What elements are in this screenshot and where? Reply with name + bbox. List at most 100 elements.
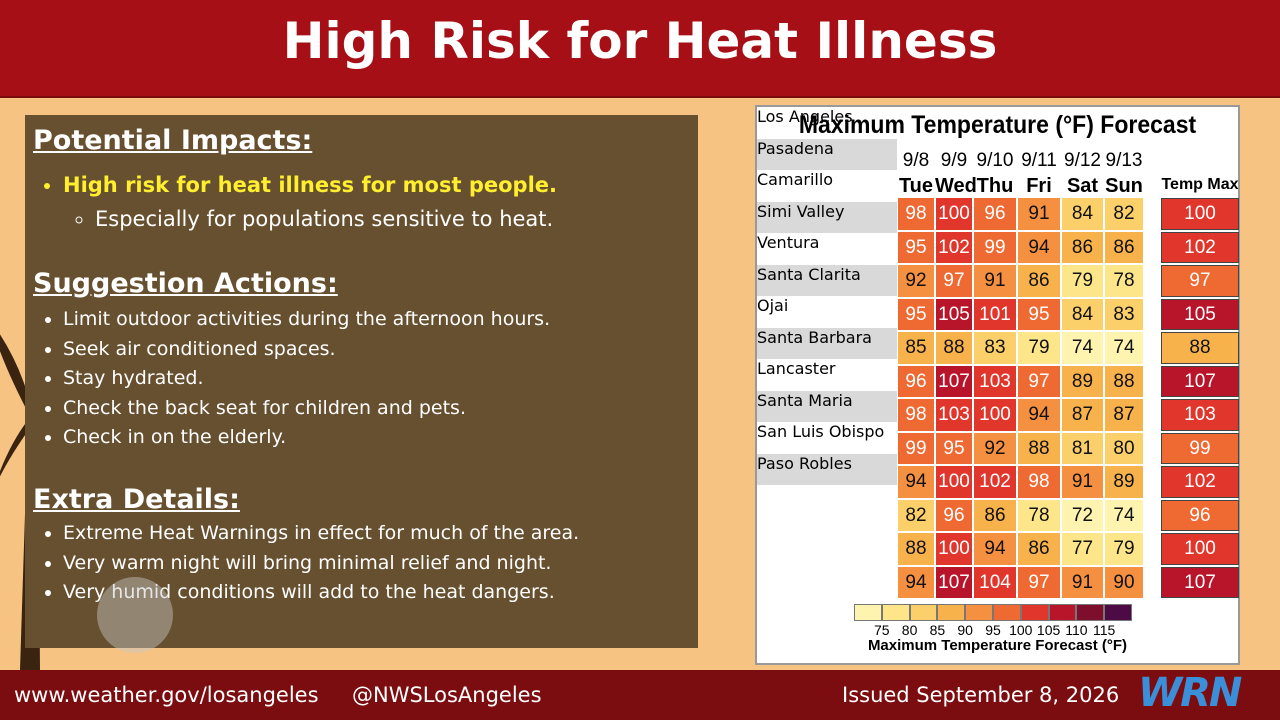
max-cell: 102 bbox=[1161, 231, 1239, 263]
date-header: 9/12 bbox=[1064, 150, 1101, 171]
city-name: Paso Robles bbox=[757, 453, 897, 485]
temp-cell: 104 bbox=[974, 566, 1016, 598]
legend-tick: 90 bbox=[957, 622, 973, 638]
temp-cell: 91 bbox=[1062, 466, 1103, 498]
max-cell: 100 bbox=[1161, 198, 1239, 230]
legend-swatch bbox=[881, 604, 910, 621]
temp-cell: 95 bbox=[898, 298, 934, 330]
temp-cell: 79 bbox=[1018, 332, 1060, 364]
temp-cell: 86 bbox=[974, 499, 1016, 531]
temp-cell: 98 bbox=[898, 399, 934, 431]
temp-cell: 88 bbox=[1018, 432, 1060, 464]
title: High Risk for Heat Illness bbox=[282, 12, 998, 70]
temp-cell: 77 bbox=[1062, 533, 1103, 565]
temp-cell: 100 bbox=[936, 466, 972, 498]
city-name: Ventura bbox=[757, 233, 897, 265]
bullet-item: Very warm night will bring minimal relie… bbox=[63, 549, 703, 579]
temp-cell: 91 bbox=[1062, 566, 1103, 598]
temp-cell: 101 bbox=[974, 298, 1016, 330]
legend-label: Maximum Temperature Forecast (°F) bbox=[867, 637, 1128, 654]
legend-tick: 85 bbox=[929, 622, 946, 638]
city-name: Santa Barbara bbox=[757, 327, 897, 359]
bullet-item: Stay hydrated. bbox=[63, 364, 703, 394]
temp-cell: 96 bbox=[936, 499, 972, 531]
temp-cell: 94 bbox=[898, 566, 934, 598]
temp-cell: 92 bbox=[974, 432, 1016, 464]
temp-cell: 91 bbox=[1018, 198, 1060, 230]
city-name: Camarillo bbox=[757, 170, 897, 202]
temp-cell: 95 bbox=[936, 432, 972, 464]
temp-cell: 103 bbox=[936, 399, 972, 431]
bullet-item: Extreme Heat Warnings in effect for much… bbox=[63, 519, 703, 549]
temp-cell: 80 bbox=[1105, 432, 1143, 464]
temp-cell: 103 bbox=[974, 365, 1016, 397]
temp-cell: 98 bbox=[1018, 466, 1060, 498]
temp-cell: 79 bbox=[1062, 265, 1103, 297]
header-bar bbox=[0, 0, 1280, 98]
temp-cell: 96 bbox=[974, 198, 1016, 230]
website: www.weather.gov/losangeles bbox=[14, 683, 319, 707]
temp-cell: 87 bbox=[1062, 399, 1103, 431]
temp-cell: 102 bbox=[936, 231, 972, 263]
temp-cell: 94 bbox=[974, 533, 1016, 565]
max-cell: 102 bbox=[1161, 466, 1239, 498]
temp-cell: 89 bbox=[1105, 466, 1143, 498]
legend-swatch bbox=[965, 604, 993, 621]
day-header: Sat bbox=[1066, 175, 1099, 197]
max-cell: 107 bbox=[1161, 566, 1239, 598]
impact-sub: Especially for populations sensitive to … bbox=[95, 202, 703, 236]
temp-cell: 107 bbox=[936, 365, 972, 397]
temp-cell: 88 bbox=[1105, 365, 1143, 397]
temp-cell: 84 bbox=[1062, 298, 1103, 330]
temp-cell: 72 bbox=[1062, 499, 1103, 531]
social-handle: @NWSLosAngeles bbox=[352, 683, 542, 707]
day-header: Thu bbox=[976, 175, 1014, 197]
temp-cell: 86 bbox=[1105, 231, 1143, 263]
max-cell: 97 bbox=[1161, 265, 1239, 297]
temp-cell: 86 bbox=[1018, 265, 1060, 297]
section-heading: Potential Impacts: bbox=[33, 125, 313, 156]
legend-swatch bbox=[993, 604, 1021, 621]
impact-main: High risk for heat illness for most peop… bbox=[63, 168, 703, 202]
max-cell: 96 bbox=[1161, 499, 1239, 531]
temp-cell: 74 bbox=[1105, 499, 1143, 531]
day-header: Wed bbox=[935, 175, 977, 197]
temp-cell: 84 bbox=[1062, 198, 1103, 230]
legend-tick: 105 bbox=[1036, 622, 1061, 638]
temp-cell: 92 bbox=[898, 265, 934, 297]
temp-cell: 81 bbox=[1062, 432, 1103, 464]
legend-swatch bbox=[909, 604, 938, 621]
temp-cell: 105 bbox=[936, 298, 972, 330]
date-header: 9/8 bbox=[902, 150, 930, 171]
temp-cell: 94 bbox=[1018, 231, 1060, 263]
city-name: Ojai bbox=[757, 296, 897, 328]
temp-cell: 83 bbox=[1105, 298, 1143, 330]
section-heading: Extra Details: bbox=[33, 484, 240, 515]
max-cell: 105 bbox=[1161, 298, 1239, 330]
date-header: 9/13 bbox=[1105, 150, 1143, 171]
temp-cell: 97 bbox=[1018, 365, 1060, 397]
footer: www.weather.gov/losangeles @NWSLosAngele… bbox=[0, 670, 1280, 720]
temp-cell: 91 bbox=[974, 265, 1016, 297]
impact-list: High risk for heat illness for most peop… bbox=[33, 168, 703, 236]
bullet-item: Check in on the elderly. bbox=[63, 423, 703, 453]
legend-swatch bbox=[1048, 604, 1077, 621]
temp-cell: 102 bbox=[974, 466, 1016, 498]
day-header: Sun bbox=[1105, 175, 1143, 197]
temp-cell: 90 bbox=[1105, 566, 1143, 598]
temp-cell: 99 bbox=[898, 432, 934, 464]
temp-cell: 97 bbox=[1018, 566, 1060, 598]
legend-tick: 100 bbox=[1009, 622, 1033, 638]
date-header: 9/9 bbox=[940, 150, 968, 171]
temp-cell: 94 bbox=[898, 466, 934, 498]
forecast-table: Maximum Temperature (°F) Forecast 9/8 Tue 9… bbox=[755, 105, 1240, 665]
temp-cell: 86 bbox=[1018, 533, 1060, 565]
section-heading: Suggestion Actions: bbox=[33, 268, 338, 299]
legend-swatch bbox=[1104, 604, 1132, 621]
legend-tick: 75 bbox=[874, 622, 890, 638]
temp-cell: 95 bbox=[1018, 298, 1060, 330]
legend-tick: 115 bbox=[1093, 622, 1116, 638]
city-name: Pasadena bbox=[757, 138, 897, 170]
date-header: 9/10 bbox=[976, 150, 1014, 171]
